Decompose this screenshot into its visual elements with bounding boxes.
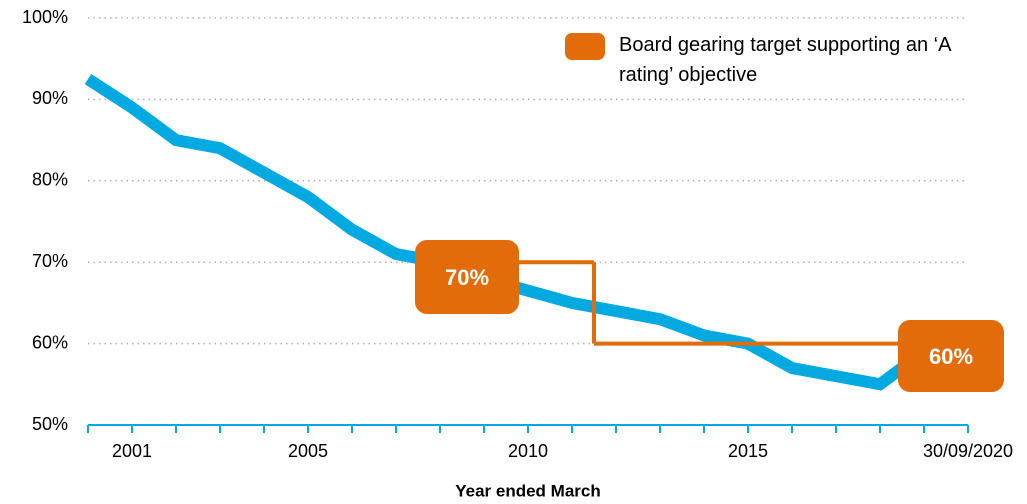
annotation: 70%: [445, 265, 489, 290]
gearing-line: [84, 74, 928, 391]
y-tick-label: 50%: [32, 414, 68, 434]
annotation: 60%: [929, 344, 973, 369]
x-tick-label: 2015: [728, 441, 768, 461]
legend-swatch: [565, 33, 605, 60]
y-tick-label: 100%: [22, 7, 68, 27]
x-tick-label: 30/09/2020: [923, 441, 1013, 461]
y-tick-label: 80%: [32, 170, 68, 190]
y-tick-label: 60%: [32, 332, 68, 352]
annotation-box: [415, 240, 519, 314]
y-tick-label: 90%: [32, 88, 68, 108]
annotation-box: [898, 320, 1004, 392]
x-tick-label: 2005: [288, 441, 328, 461]
legend: Board gearing target supporting an ‘A ra…: [565, 30, 1005, 90]
x-axis-title: Year ended March: [455, 481, 601, 500]
x-tick-label: 2001: [112, 441, 152, 461]
x-tick-label: 2010: [508, 441, 548, 461]
legend-label: Board gearing target supporting an ‘A ra…: [619, 34, 951, 86]
y-tick-label: 70%: [32, 251, 68, 271]
